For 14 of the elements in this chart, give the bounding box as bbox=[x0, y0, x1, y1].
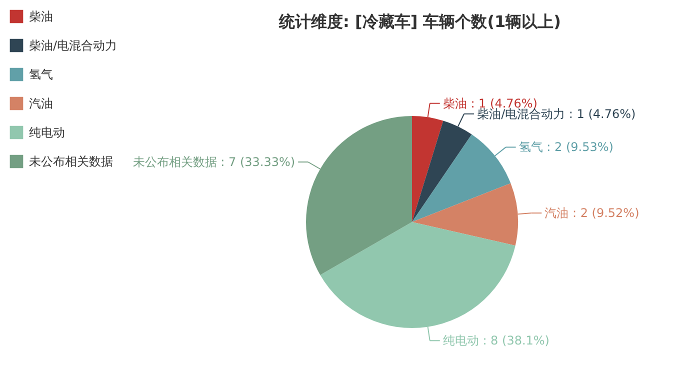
legend-label: 汽油 bbox=[29, 96, 53, 110]
legend-label: 柴油 bbox=[29, 10, 53, 24]
chart-title: 统计维度: [冷藏车] 车辆个数(1辆以上) bbox=[278, 12, 561, 31]
data-label: 未公布相关数据 : 7 (33.33%) bbox=[132, 155, 296, 169]
data-label: 氢气 : 2 (9.53%) bbox=[518, 140, 614, 154]
legend-label: 氢气 bbox=[29, 68, 53, 82]
data-label: 柴油/电混合动力 : 1 (4.76%) bbox=[477, 106, 636, 121]
pie-slice bbox=[412, 134, 511, 222]
legend-label: 柴油/电混合动力 bbox=[29, 38, 118, 52]
data-label: 纯电动 : 8 (38.1%) bbox=[442, 334, 550, 348]
legend-label: 未公布相关数据 bbox=[29, 154, 113, 168]
data-label: 汽油 : 2 (9.52%) bbox=[544, 206, 640, 220]
legend-label: 纯电动 bbox=[29, 126, 65, 140]
pie-slice bbox=[306, 116, 412, 275]
